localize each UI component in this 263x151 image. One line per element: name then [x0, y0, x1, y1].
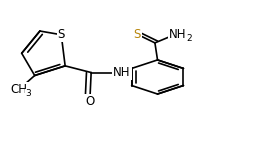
- Text: S: S: [134, 28, 141, 41]
- Text: O: O: [85, 95, 94, 108]
- Text: S: S: [58, 28, 65, 41]
- Text: CH: CH: [11, 83, 28, 96]
- Text: 2: 2: [187, 34, 192, 43]
- Text: 3: 3: [25, 89, 31, 98]
- Text: NH: NH: [113, 66, 131, 79]
- Text: NH: NH: [169, 28, 186, 41]
